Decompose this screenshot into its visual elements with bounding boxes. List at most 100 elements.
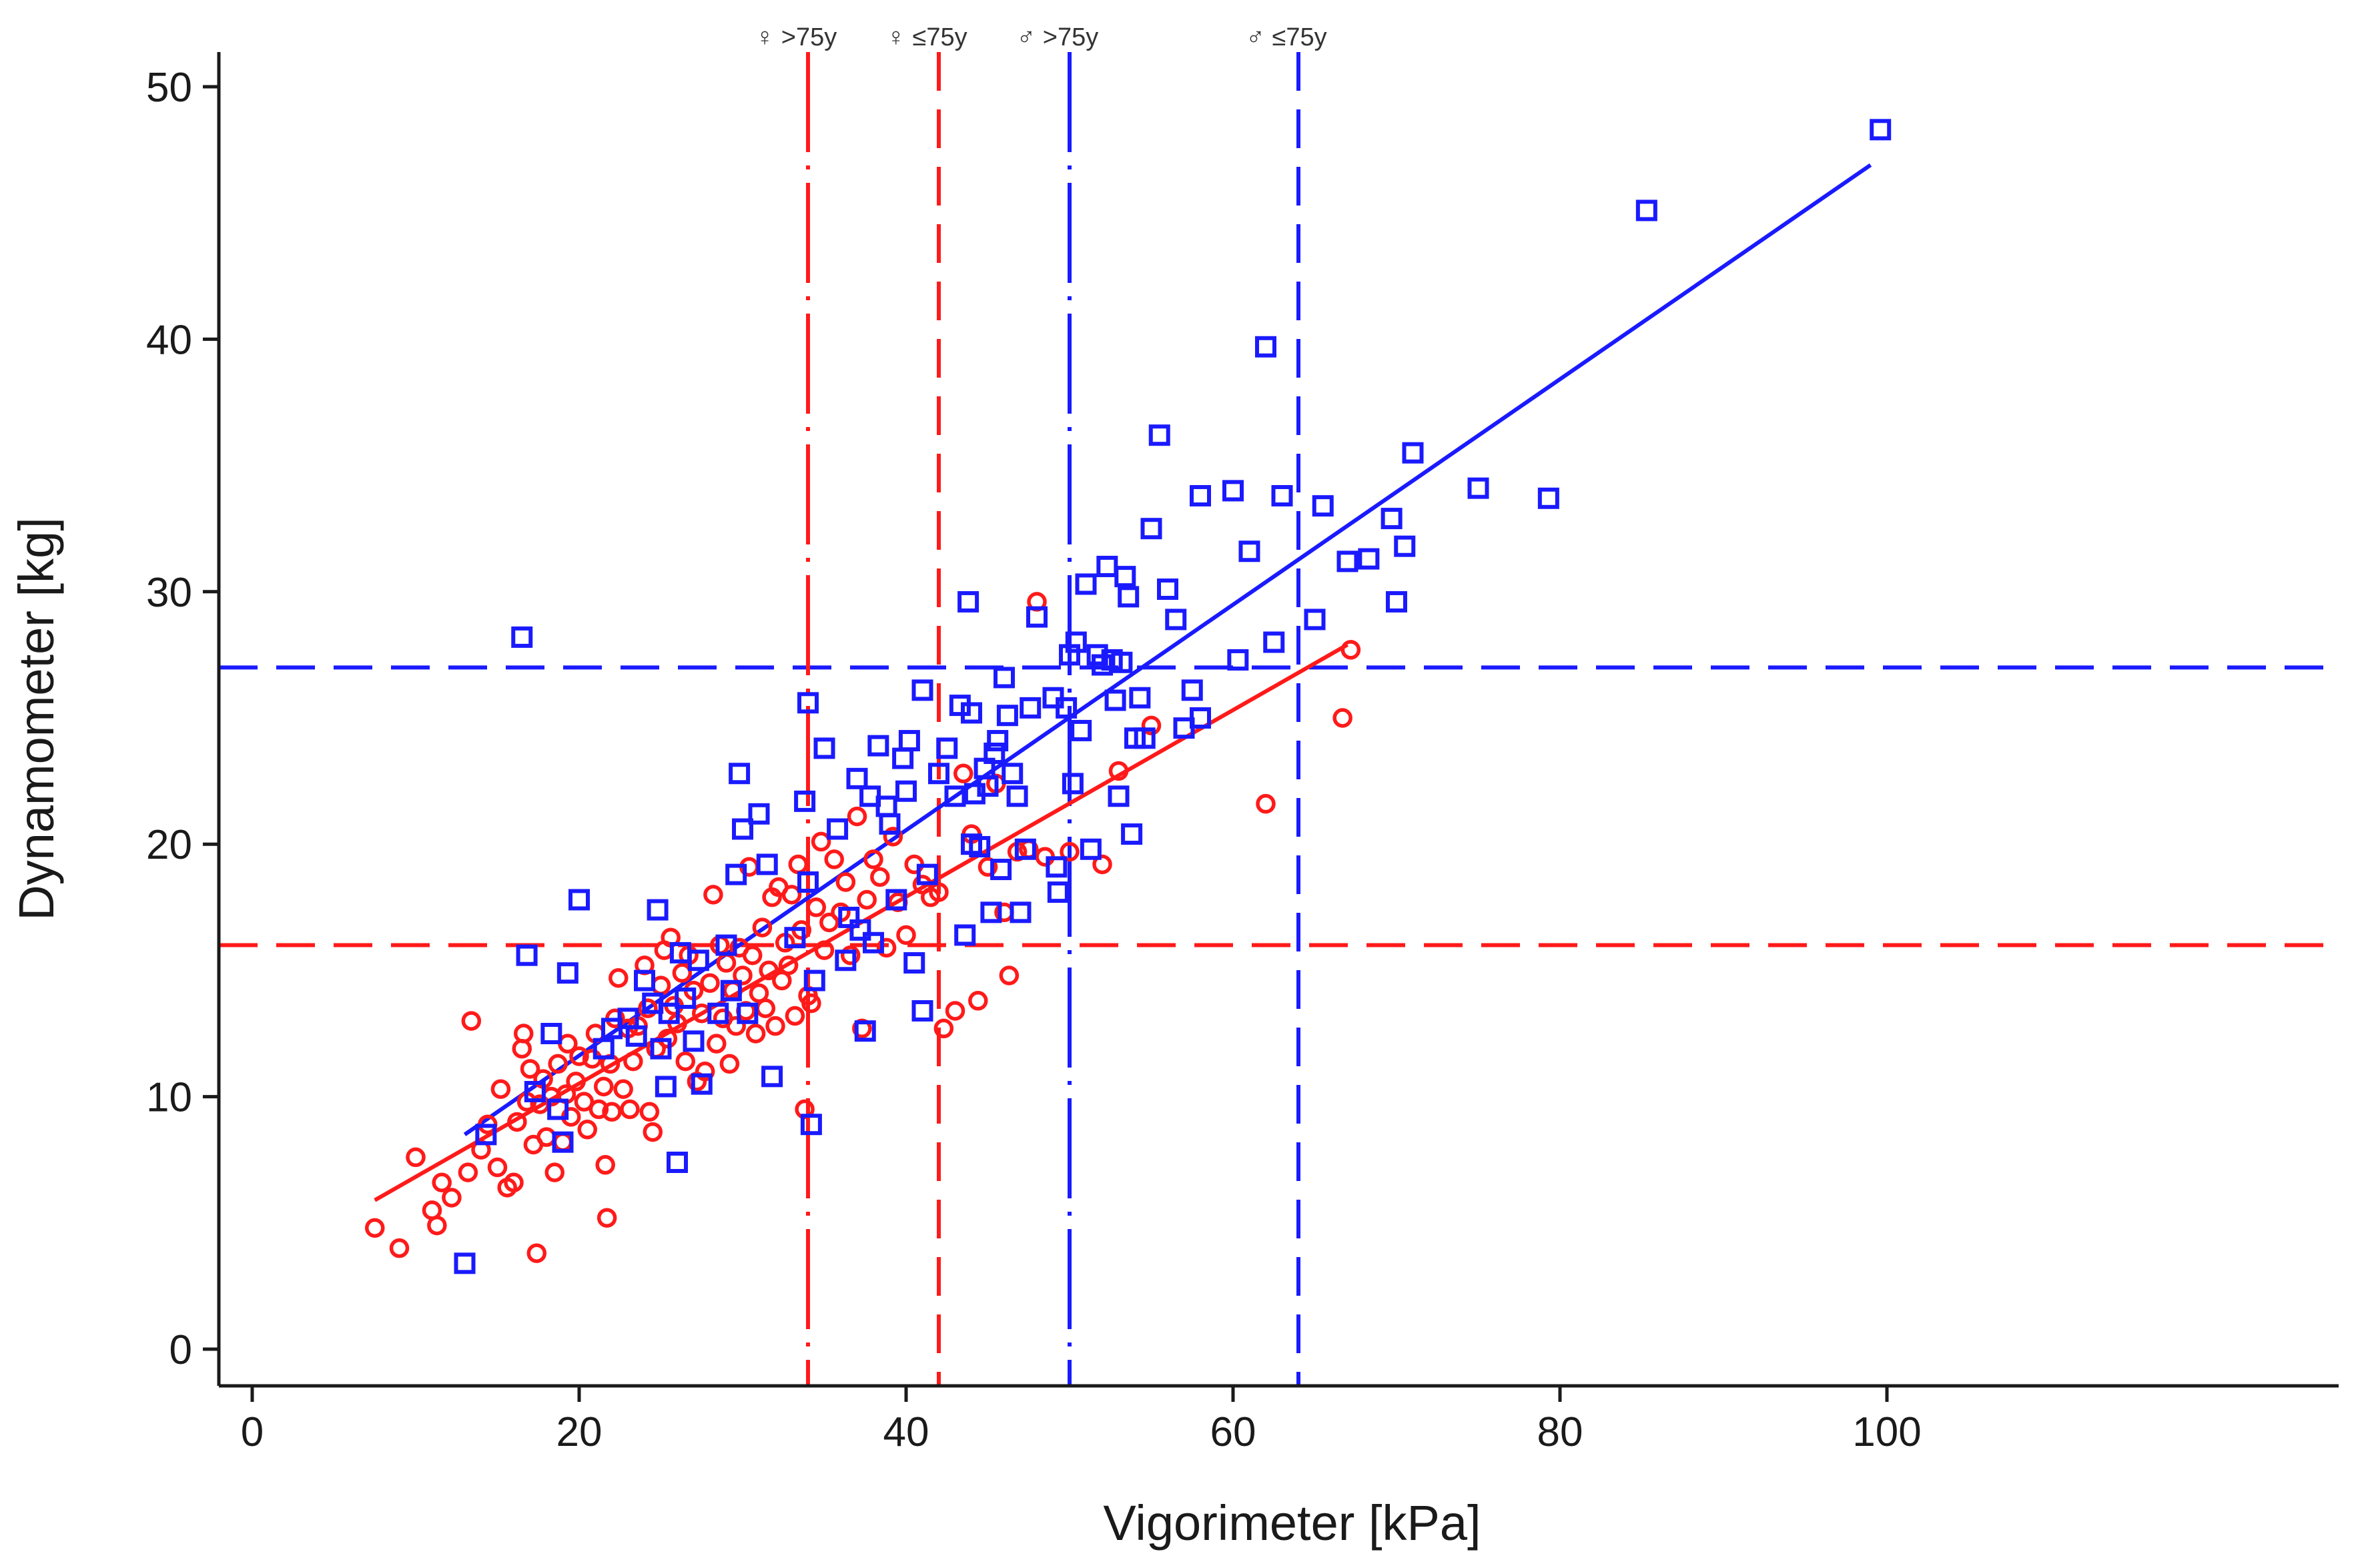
data-point-circle bbox=[643, 1122, 663, 1142]
data-point-square bbox=[895, 780, 917, 802]
data-point-square bbox=[729, 763, 751, 785]
data-point-circle bbox=[933, 1018, 954, 1039]
data-point-square bbox=[540, 1023, 562, 1044]
data-point-square bbox=[827, 818, 849, 840]
regression-line bbox=[463, 163, 1872, 1136]
data-point-square bbox=[761, 1066, 783, 1088]
data-point-square bbox=[725, 863, 747, 885]
data-point-square bbox=[980, 901, 1002, 923]
data-point-circle bbox=[857, 889, 877, 910]
data-point-square bbox=[916, 863, 938, 885]
data-point-square bbox=[1181, 679, 1203, 701]
data-point-square bbox=[1047, 881, 1069, 903]
data-point-circle bbox=[847, 806, 867, 827]
data-point-square bbox=[1026, 606, 1048, 628]
data-point-square bbox=[1394, 535, 1416, 557]
data-point-square bbox=[516, 944, 538, 966]
data-point-circle bbox=[544, 1162, 564, 1182]
y-tick-label: 20 bbox=[146, 822, 192, 868]
data-point-square bbox=[797, 871, 819, 893]
data-point-circle bbox=[700, 973, 720, 994]
data-point-circle bbox=[999, 965, 1020, 986]
data-point-square bbox=[797, 692, 819, 714]
data-point-square bbox=[1065, 631, 1087, 653]
data-point-square bbox=[454, 1252, 476, 1274]
data-point-square bbox=[936, 737, 958, 759]
data-point-circle bbox=[1332, 708, 1352, 728]
data-point-square bbox=[1129, 687, 1151, 709]
data-point-square bbox=[800, 1114, 822, 1136]
data-point-square bbox=[1336, 550, 1358, 572]
data-point-circle bbox=[513, 1024, 534, 1044]
data-point-square bbox=[1304, 609, 1326, 631]
data-point-square bbox=[1312, 495, 1334, 517]
data-point-square bbox=[928, 763, 949, 785]
data-point-circle bbox=[536, 1127, 556, 1147]
x-tick-label: 20 bbox=[556, 1409, 603, 1455]
reference-labels: ♀ >75y ♀ ≤75y ♂ >75y ♂ ≤75y bbox=[755, 23, 1327, 51]
data-point-square bbox=[715, 934, 737, 956]
data-point-square bbox=[1386, 591, 1407, 613]
data-point-square bbox=[784, 927, 806, 949]
data-point-circle bbox=[487, 1157, 508, 1178]
data-point-square bbox=[990, 859, 1012, 881]
data-point-square bbox=[634, 969, 655, 992]
data-point-circle bbox=[597, 1208, 617, 1228]
data-point-square bbox=[1537, 487, 1559, 509]
data-point-square bbox=[911, 679, 933, 701]
data-point-circle bbox=[1141, 715, 1162, 736]
data-point-circle bbox=[574, 1092, 595, 1112]
data-point-circle bbox=[548, 1054, 568, 1074]
data-point-square bbox=[957, 591, 979, 613]
data-point-square bbox=[1870, 119, 1892, 141]
data-point-square bbox=[1157, 578, 1178, 601]
data-point-square bbox=[867, 735, 889, 757]
data-point-circle bbox=[733, 965, 753, 986]
data-point-circle bbox=[1340, 640, 1361, 660]
data-point-square bbox=[1402, 442, 1424, 464]
data-point-circle bbox=[1256, 793, 1276, 814]
data-point-square bbox=[994, 667, 1015, 689]
data-point-square bbox=[1467, 477, 1489, 499]
data-point-square bbox=[1014, 838, 1036, 860]
data-points bbox=[365, 119, 1892, 1274]
data-point-circle bbox=[863, 849, 883, 869]
data-point-circle bbox=[726, 1016, 746, 1036]
data-point-square bbox=[748, 803, 770, 825]
data-point-circle bbox=[461, 1011, 482, 1031]
data-point-square bbox=[996, 705, 1018, 727]
data-point-square bbox=[683, 1030, 705, 1052]
data-point-square bbox=[650, 1038, 672, 1060]
data-point-circle bbox=[819, 912, 839, 933]
tick-labels: 0 20 40 60 80 100 0 10 20 30 40 50 bbox=[146, 65, 1922, 1455]
data-point-circle bbox=[1092, 854, 1112, 875]
data-point-circle bbox=[389, 1238, 410, 1258]
data-point-square bbox=[1006, 785, 1028, 807]
data-point-circle bbox=[588, 1099, 609, 1120]
data-point-square bbox=[568, 889, 590, 911]
y-tick-label: 50 bbox=[146, 65, 192, 111]
data-point-circle bbox=[765, 1016, 785, 1036]
data-point-square bbox=[987, 730, 1009, 752]
data-point-square bbox=[1190, 485, 1211, 507]
data-point-circle bbox=[781, 885, 802, 905]
data-point-square bbox=[707, 1002, 729, 1024]
data-point-square bbox=[1222, 480, 1244, 502]
data-point-square bbox=[1075, 573, 1097, 595]
data-point-circle bbox=[883, 827, 903, 847]
data-point-circle bbox=[609, 968, 629, 988]
x-tick-label: 0 bbox=[241, 1409, 264, 1455]
data-point-square bbox=[1165, 609, 1187, 631]
data-point-square bbox=[911, 1000, 933, 1022]
data-point-circle bbox=[953, 763, 973, 783]
data-point-circle bbox=[427, 1215, 447, 1236]
data-point-circle bbox=[1108, 761, 1129, 781]
data-point-circle bbox=[752, 917, 773, 937]
x-axis-title: Vigorimeter [kPa] bbox=[1103, 1495, 1481, 1551]
data-point-square bbox=[655, 1076, 677, 1098]
data-point-circle bbox=[639, 1102, 660, 1122]
data-point-square bbox=[1238, 540, 1260, 562]
data-point-square bbox=[854, 1020, 876, 1042]
data-point-circle bbox=[490, 1079, 511, 1099]
